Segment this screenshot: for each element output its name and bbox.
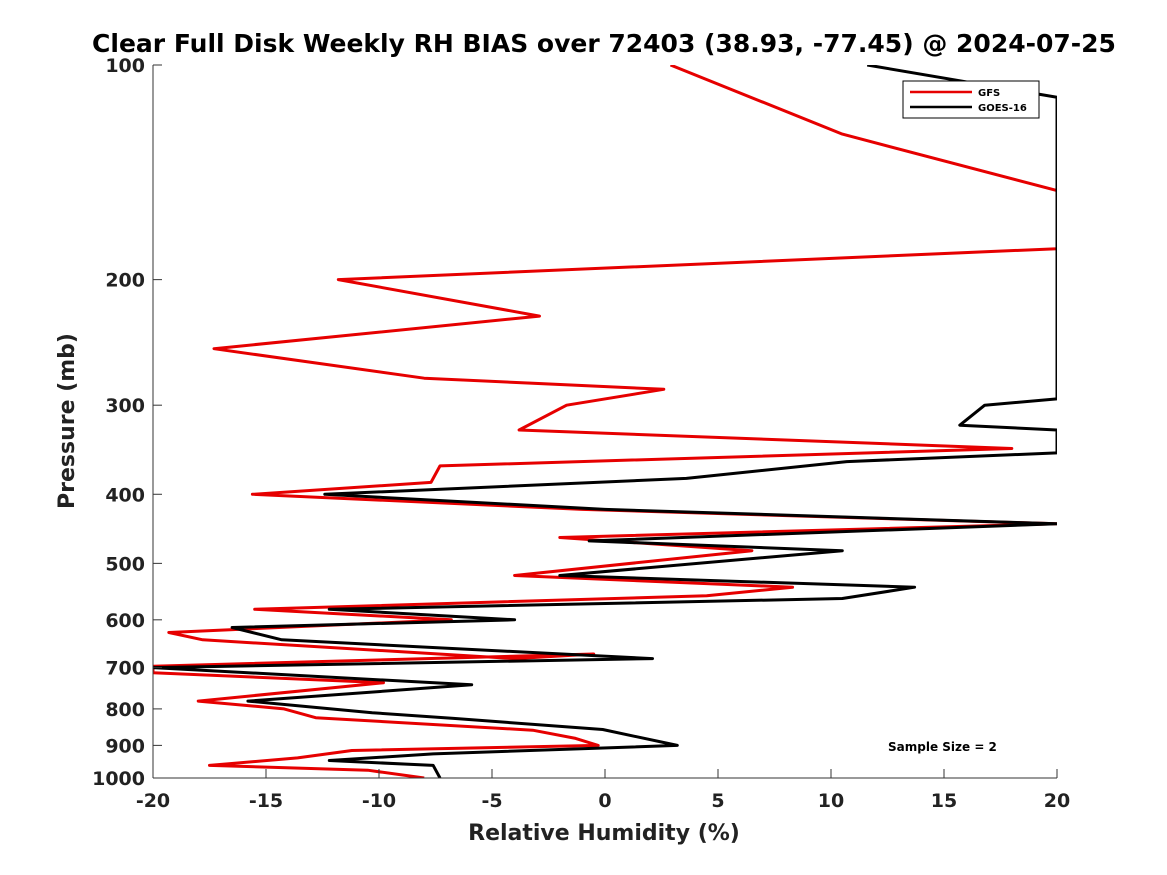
- chart-title: Clear Full Disk Weekly RH BIAS over 7240…: [92, 29, 1116, 58]
- legend: GFS GOES-16: [902, 80, 1040, 119]
- y-axis-label: Pressure (mb): [55, 333, 80, 509]
- x-tick-label: -15: [249, 790, 283, 812]
- ticks-layer: -20 -15 -10 -5 0 5 10 15 20 100 200 300 400 500 600 700…: [92, 55, 1070, 812]
- x-tick-label: 15: [931, 790, 957, 812]
- x-tick-label: 0: [598, 790, 611, 812]
- y-tick-label: 800: [105, 699, 145, 721]
- x-tick-label: 5: [711, 790, 724, 812]
- y-tick-label: 1000: [92, 768, 145, 790]
- plot-area: [153, 65, 1057, 778]
- legend-label-gfs: GFS: [978, 88, 1000, 99]
- y-tick-label: 500: [105, 553, 145, 575]
- x-axis-label: Relative Humidity (%): [468, 821, 740, 846]
- y-tick-label: 600: [105, 610, 145, 632]
- y-tick-label: 200: [105, 270, 145, 292]
- y-tick-label: 100: [105, 55, 145, 77]
- x-tick-label: 20: [1044, 790, 1070, 812]
- x-tick-label: 10: [818, 790, 844, 812]
- series-line-goes16: [153, 65, 1057, 778]
- series-line-gfs: [153, 65, 1057, 778]
- series-layer: [153, 65, 1057, 778]
- legend-label-goes16: GOES-16: [978, 103, 1027, 114]
- x-tick-label: -10: [362, 790, 396, 812]
- y-tick-label: 400: [105, 484, 145, 506]
- x-tick-label: -5: [481, 790, 502, 812]
- x-tick-label: -20: [136, 790, 170, 812]
- sample-size-annotation: Sample Size = 2: [888, 740, 997, 754]
- y-tick-label: 900: [105, 735, 145, 757]
- y-tick-label: 700: [105, 658, 145, 680]
- legend-box: [902, 80, 1040, 119]
- y-tick-label: 300: [105, 395, 145, 417]
